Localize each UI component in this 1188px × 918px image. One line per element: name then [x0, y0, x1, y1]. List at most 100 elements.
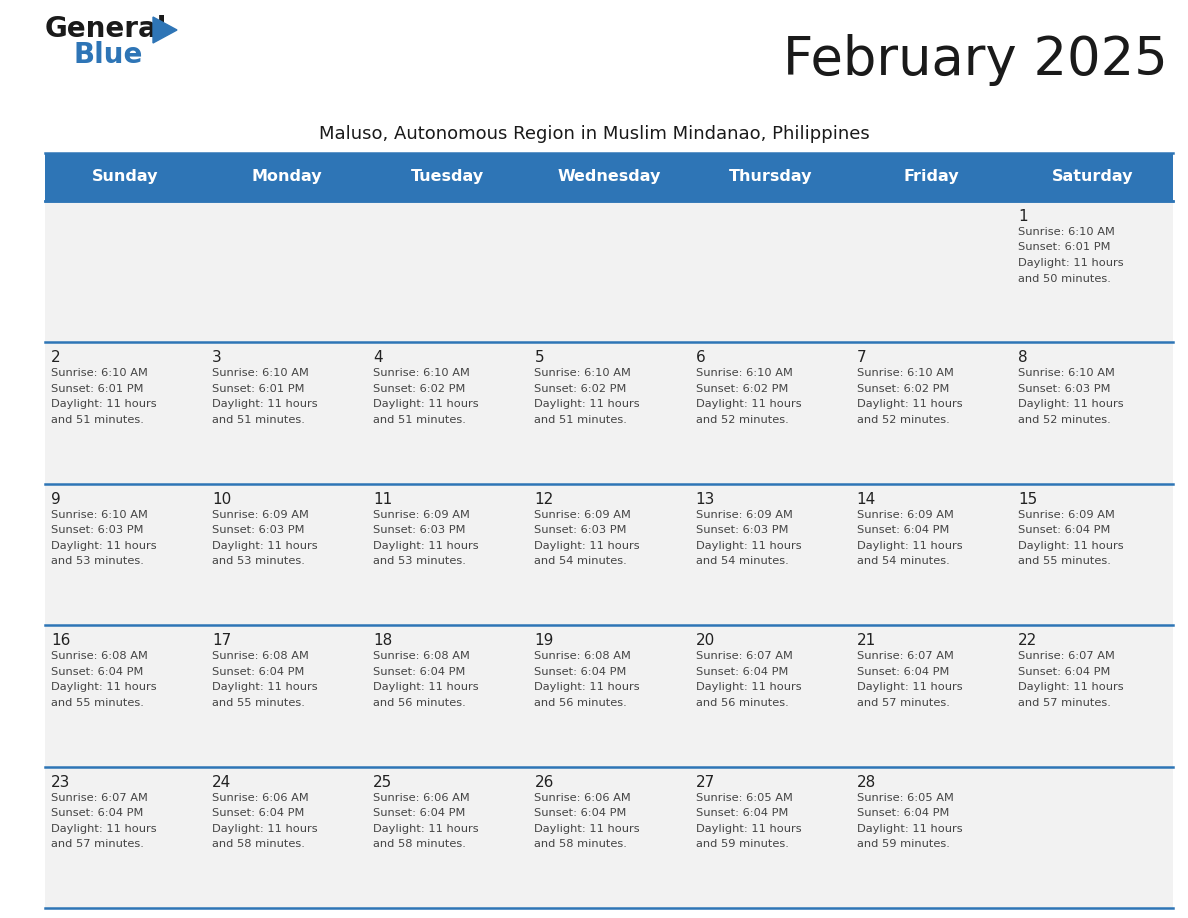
Text: Daylight: 11 hours: Daylight: 11 hours — [213, 399, 317, 409]
Text: Sunset: 6:04 PM: Sunset: 6:04 PM — [213, 666, 304, 677]
Text: Sunrise: 6:10 AM: Sunrise: 6:10 AM — [1018, 368, 1114, 378]
Text: Sunset: 6:02 PM: Sunset: 6:02 PM — [695, 384, 788, 394]
Text: Daylight: 11 hours: Daylight: 11 hours — [857, 682, 962, 692]
Text: Daylight: 11 hours: Daylight: 11 hours — [695, 541, 801, 551]
Text: 19: 19 — [535, 633, 554, 648]
Text: Sunset: 6:04 PM: Sunset: 6:04 PM — [535, 808, 627, 818]
Text: and 50 minutes.: and 50 minutes. — [1018, 274, 1111, 284]
Text: Sunrise: 6:09 AM: Sunrise: 6:09 AM — [1018, 509, 1114, 520]
Text: 4: 4 — [373, 351, 383, 365]
Text: 10: 10 — [213, 492, 232, 507]
Text: Daylight: 11 hours: Daylight: 11 hours — [535, 541, 640, 551]
Text: and 55 minutes.: and 55 minutes. — [213, 698, 305, 708]
Text: Sunrise: 6:05 AM: Sunrise: 6:05 AM — [857, 792, 954, 802]
Text: Sunset: 6:03 PM: Sunset: 6:03 PM — [535, 525, 627, 535]
Text: 16: 16 — [51, 633, 70, 648]
Text: and 54 minutes.: and 54 minutes. — [535, 556, 627, 566]
Text: Daylight: 11 hours: Daylight: 11 hours — [857, 399, 962, 409]
Text: Daylight: 11 hours: Daylight: 11 hours — [1018, 258, 1124, 268]
Text: Sunset: 6:01 PM: Sunset: 6:01 PM — [1018, 242, 1111, 252]
Text: Daylight: 11 hours: Daylight: 11 hours — [1018, 399, 1124, 409]
Text: and 58 minutes.: and 58 minutes. — [373, 839, 466, 849]
Text: and 51 minutes.: and 51 minutes. — [373, 415, 466, 425]
Text: and 52 minutes.: and 52 minutes. — [695, 415, 789, 425]
Text: Sunset: 6:02 PM: Sunset: 6:02 PM — [857, 384, 949, 394]
Text: Sunset: 6:03 PM: Sunset: 6:03 PM — [51, 525, 144, 535]
Text: 27: 27 — [695, 775, 715, 789]
Text: 2: 2 — [51, 351, 61, 365]
Text: Saturday: Saturday — [1051, 170, 1133, 185]
Text: Sunrise: 6:10 AM: Sunrise: 6:10 AM — [535, 368, 631, 378]
Text: Daylight: 11 hours: Daylight: 11 hours — [213, 823, 317, 834]
Text: Friday: Friday — [903, 170, 959, 185]
Text: 1: 1 — [1018, 209, 1028, 224]
Text: Sunset: 6:04 PM: Sunset: 6:04 PM — [373, 808, 466, 818]
Text: and 54 minutes.: and 54 minutes. — [857, 556, 949, 566]
Text: Sunrise: 6:09 AM: Sunrise: 6:09 AM — [857, 509, 954, 520]
Text: Sunset: 6:04 PM: Sunset: 6:04 PM — [695, 808, 788, 818]
Text: 18: 18 — [373, 633, 392, 648]
Text: and 53 minutes.: and 53 minutes. — [51, 556, 144, 566]
Text: Daylight: 11 hours: Daylight: 11 hours — [857, 823, 962, 834]
Text: Daylight: 11 hours: Daylight: 11 hours — [51, 682, 157, 692]
Text: 11: 11 — [373, 492, 392, 507]
Text: Tuesday: Tuesday — [411, 170, 485, 185]
Text: 14: 14 — [857, 492, 876, 507]
Text: Sunset: 6:03 PM: Sunset: 6:03 PM — [695, 525, 788, 535]
Text: Sunrise: 6:06 AM: Sunrise: 6:06 AM — [213, 792, 309, 802]
Text: 25: 25 — [373, 775, 392, 789]
Text: Daylight: 11 hours: Daylight: 11 hours — [535, 823, 640, 834]
Polygon shape — [153, 17, 177, 43]
Text: Sunset: 6:04 PM: Sunset: 6:04 PM — [373, 666, 466, 677]
Text: Sunset: 6:04 PM: Sunset: 6:04 PM — [857, 808, 949, 818]
Text: Sunset: 6:03 PM: Sunset: 6:03 PM — [373, 525, 466, 535]
Text: Daylight: 11 hours: Daylight: 11 hours — [373, 823, 479, 834]
Text: Sunrise: 6:05 AM: Sunrise: 6:05 AM — [695, 792, 792, 802]
Text: and 58 minutes.: and 58 minutes. — [535, 839, 627, 849]
Text: Sunrise: 6:10 AM: Sunrise: 6:10 AM — [373, 368, 470, 378]
Text: 24: 24 — [213, 775, 232, 789]
Text: Sunrise: 6:06 AM: Sunrise: 6:06 AM — [535, 792, 631, 802]
Text: Sunrise: 6:10 AM: Sunrise: 6:10 AM — [695, 368, 792, 378]
Text: and 56 minutes.: and 56 minutes. — [695, 698, 789, 708]
Text: and 55 minutes.: and 55 minutes. — [1018, 556, 1111, 566]
Text: Daylight: 11 hours: Daylight: 11 hours — [51, 823, 157, 834]
Text: Sunrise: 6:08 AM: Sunrise: 6:08 AM — [51, 651, 147, 661]
Text: 12: 12 — [535, 492, 554, 507]
Text: Sunset: 6:04 PM: Sunset: 6:04 PM — [1018, 525, 1111, 535]
Text: Thursday: Thursday — [728, 170, 811, 185]
Text: Sunrise: 6:09 AM: Sunrise: 6:09 AM — [535, 509, 631, 520]
Text: Sunrise: 6:08 AM: Sunrise: 6:08 AM — [373, 651, 470, 661]
Text: 28: 28 — [857, 775, 876, 789]
Text: Maluso, Autonomous Region in Muslim Mindanao, Philippines: Maluso, Autonomous Region in Muslim Mind… — [318, 125, 870, 143]
Text: Sunset: 6:04 PM: Sunset: 6:04 PM — [51, 666, 144, 677]
Text: and 57 minutes.: and 57 minutes. — [51, 839, 144, 849]
Text: Sunrise: 6:10 AM: Sunrise: 6:10 AM — [857, 368, 954, 378]
Text: 21: 21 — [857, 633, 876, 648]
Text: and 55 minutes.: and 55 minutes. — [51, 698, 144, 708]
Text: Sunset: 6:04 PM: Sunset: 6:04 PM — [535, 666, 627, 677]
Text: and 52 minutes.: and 52 minutes. — [857, 415, 949, 425]
Text: Sunset: 6:03 PM: Sunset: 6:03 PM — [1018, 384, 1111, 394]
Text: Sunset: 6:04 PM: Sunset: 6:04 PM — [1018, 666, 1111, 677]
Text: 26: 26 — [535, 775, 554, 789]
Text: and 54 minutes.: and 54 minutes. — [695, 556, 789, 566]
Text: and 52 minutes.: and 52 minutes. — [1018, 415, 1111, 425]
Text: 17: 17 — [213, 633, 232, 648]
Text: Sunday: Sunday — [93, 170, 159, 185]
Text: and 51 minutes.: and 51 minutes. — [213, 415, 305, 425]
Text: Sunset: 6:01 PM: Sunset: 6:01 PM — [213, 384, 304, 394]
Text: February 2025: February 2025 — [783, 34, 1168, 86]
Text: 20: 20 — [695, 633, 715, 648]
Text: Sunrise: 6:10 AM: Sunrise: 6:10 AM — [51, 368, 147, 378]
Text: Sunrise: 6:09 AM: Sunrise: 6:09 AM — [695, 509, 792, 520]
Text: Sunset: 6:02 PM: Sunset: 6:02 PM — [535, 384, 627, 394]
Text: Sunset: 6:04 PM: Sunset: 6:04 PM — [51, 808, 144, 818]
Text: Daylight: 11 hours: Daylight: 11 hours — [857, 541, 962, 551]
Text: and 53 minutes.: and 53 minutes. — [373, 556, 466, 566]
Text: and 59 minutes.: and 59 minutes. — [857, 839, 949, 849]
Text: 5: 5 — [535, 351, 544, 365]
Text: and 56 minutes.: and 56 minutes. — [373, 698, 466, 708]
Text: Sunset: 6:02 PM: Sunset: 6:02 PM — [373, 384, 466, 394]
Text: 13: 13 — [695, 492, 715, 507]
